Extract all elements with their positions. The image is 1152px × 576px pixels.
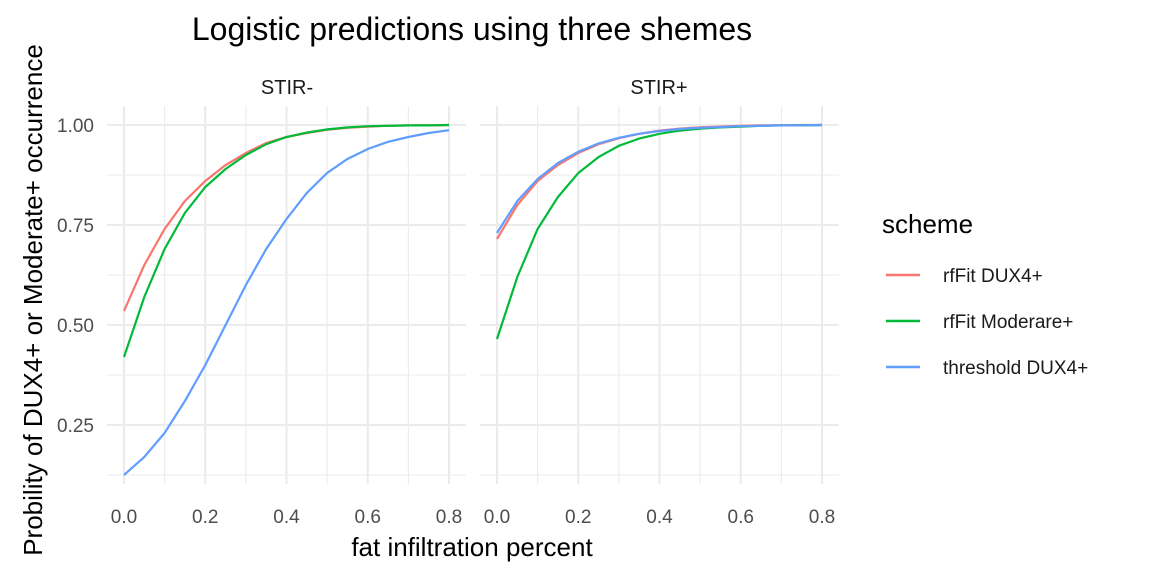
legend-title: scheme <box>882 209 973 239</box>
x-tick-label: 0.2 <box>565 507 591 528</box>
series-line-rffit-moderare <box>122 123 450 358</box>
legend-label-rffit-dux4: rfFit DUX4+ <box>943 266 1043 287</box>
legend-label-threshold-dux4: threshold DUX4+ <box>943 358 1088 379</box>
x-axis-title: fat infiltration percent <box>351 532 593 562</box>
panel-lines-stir-minus <box>122 123 450 476</box>
x-tick-label: 0.0 <box>484 507 510 528</box>
series-line-threshold-dux4 <box>496 123 823 234</box>
panel-stir-minus: STIR- 0.0 0.2 0.4 0.6 0.8 <box>107 77 466 528</box>
panel-stir-plus: STIR+ 0.0 0.2 0.4 0.6 0.8 <box>480 77 839 528</box>
legend: scheme rfFit DUX4+ rfFit Moderare+ thresho… <box>882 209 1088 379</box>
series-line-threshold-dux4 <box>123 129 450 476</box>
y-tick-label: 1.00 <box>57 116 94 137</box>
x-tick-label: 0.8 <box>809 507 835 528</box>
y-axis-ticks: 0.25 0.50 0.75 1.00 <box>57 116 94 437</box>
panel-grid-stir-minus <box>107 106 466 484</box>
x-tick-label: 0.4 <box>273 507 300 528</box>
strip-label-stir-minus: STIR- <box>261 77 313 99</box>
panel-xticks-stir-minus: 0.0 0.2 0.4 0.6 0.8 <box>111 507 462 528</box>
x-tick-label: 0.4 <box>646 507 673 528</box>
y-tick-label: 0.75 <box>57 216 94 237</box>
legend-label-rffit-moderare: rfFit Moderare+ <box>943 312 1073 333</box>
x-tick-label: 0.6 <box>728 507 754 528</box>
x-tick-label: 0.2 <box>192 507 218 528</box>
panel-lines-stir-plus <box>495 123 823 340</box>
y-axis-title: Probility of DUX4+ or Moderate+ occurren… <box>18 44 48 556</box>
legend-entries: rfFit DUX4+ rfFit Moderare+ threshold DUX4… <box>886 266 1088 379</box>
x-tick-label: 0.6 <box>355 507 381 528</box>
x-tick-label: 0.0 <box>111 507 137 528</box>
panel-xticks-stir-plus: 0.0 0.2 0.4 0.6 0.8 <box>484 507 835 528</box>
panel-grid-stir-plus <box>480 106 839 484</box>
strip-label-stir-plus: STIR+ <box>630 77 687 99</box>
chart-title: Logistic predictions using three shemes <box>192 11 752 47</box>
y-tick-label: 0.25 <box>57 416 94 437</box>
x-tick-label: 0.8 <box>436 507 462 528</box>
y-tick-label: 0.50 <box>57 316 94 337</box>
